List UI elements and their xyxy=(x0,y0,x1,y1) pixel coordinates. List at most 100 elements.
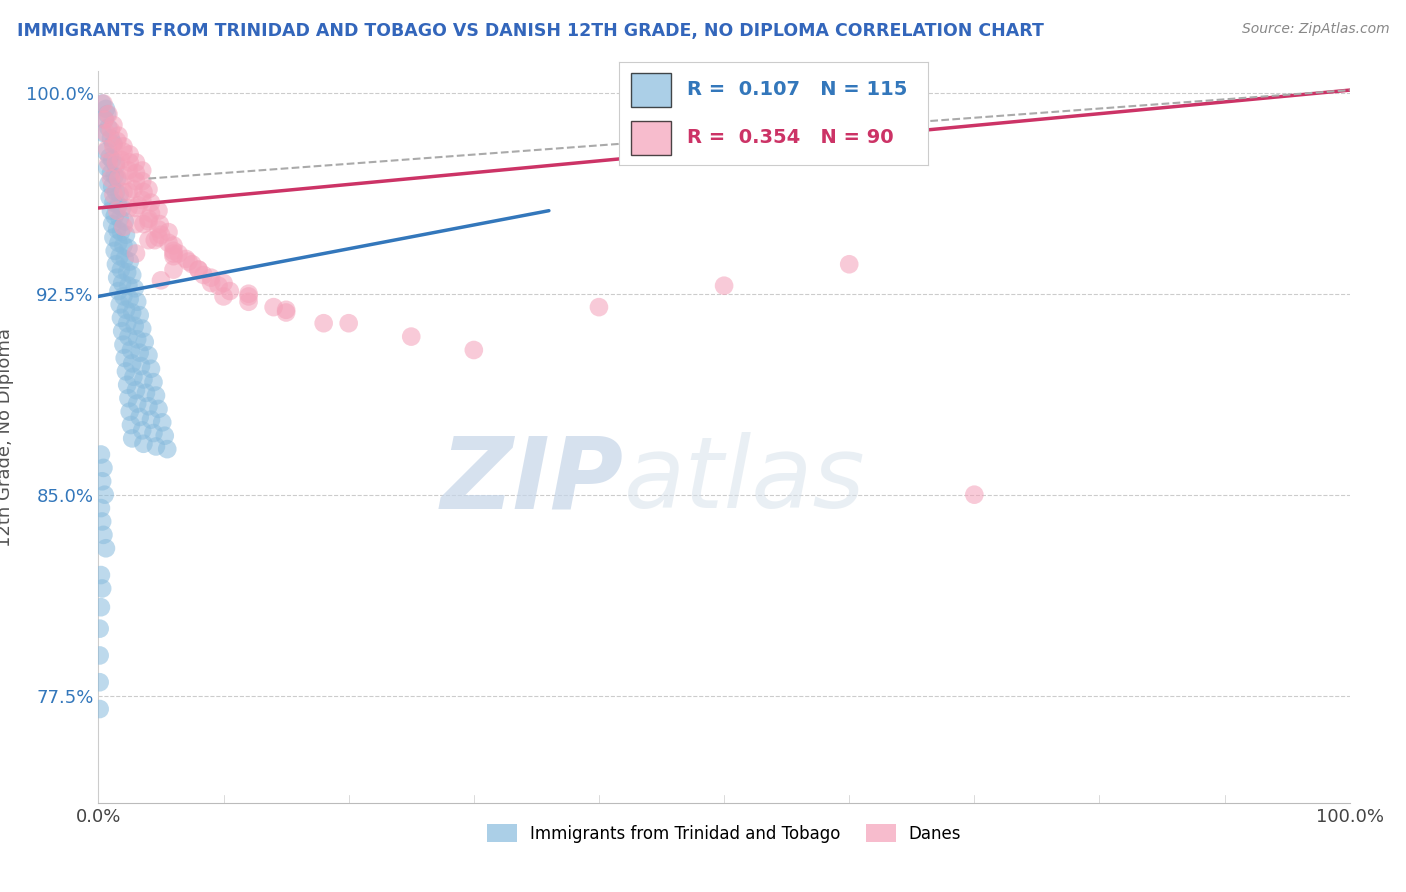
Point xyxy=(139,195,162,210)
Point xyxy=(103,118,125,132)
Point xyxy=(112,289,135,303)
Point xyxy=(238,289,260,303)
Point xyxy=(100,131,122,145)
Point xyxy=(114,169,136,183)
Y-axis label: 12th Grade, No Diploma: 12th Grade, No Diploma xyxy=(0,327,14,547)
Point xyxy=(93,488,115,502)
Point xyxy=(157,225,180,239)
Point xyxy=(97,107,120,121)
Point xyxy=(107,171,129,186)
Point xyxy=(167,246,190,260)
Point xyxy=(89,675,111,690)
Point xyxy=(143,233,166,247)
Point xyxy=(132,437,155,451)
Text: Source: ZipAtlas.com: Source: ZipAtlas.com xyxy=(1241,22,1389,37)
Point xyxy=(107,235,129,250)
Point xyxy=(131,321,153,335)
Point xyxy=(120,417,142,432)
Point xyxy=(94,541,117,556)
Point xyxy=(401,329,423,343)
Point xyxy=(96,142,118,156)
Point xyxy=(108,211,131,226)
Point xyxy=(93,126,115,140)
Point xyxy=(93,96,115,111)
Point xyxy=(103,187,125,202)
Point xyxy=(97,177,120,191)
Point xyxy=(187,262,209,277)
Point xyxy=(121,432,143,446)
Point xyxy=(588,300,610,314)
Point xyxy=(463,343,485,357)
Point xyxy=(107,128,129,143)
Point xyxy=(110,262,132,277)
Point xyxy=(90,600,112,615)
FancyBboxPatch shape xyxy=(631,121,671,155)
Point xyxy=(118,155,141,169)
Point xyxy=(115,377,138,392)
Point xyxy=(112,185,135,199)
Point xyxy=(121,268,143,282)
Point xyxy=(110,310,132,325)
Point xyxy=(100,171,122,186)
Point xyxy=(107,198,129,212)
Point xyxy=(118,147,141,161)
Point xyxy=(238,294,260,309)
Point xyxy=(90,568,112,582)
Point xyxy=(91,582,114,596)
Point xyxy=(121,356,143,370)
Point xyxy=(127,396,149,410)
Point xyxy=(90,501,112,516)
Point xyxy=(105,203,128,218)
Point xyxy=(145,388,167,402)
Point xyxy=(115,265,138,279)
Point xyxy=(131,163,153,178)
Point xyxy=(125,383,148,397)
Point xyxy=(104,209,127,223)
Point xyxy=(139,206,162,220)
Point xyxy=(138,182,160,196)
Point xyxy=(89,622,111,636)
Point xyxy=(108,249,131,263)
Point xyxy=(148,222,170,236)
Point xyxy=(105,171,128,186)
Point xyxy=(105,222,128,236)
Point xyxy=(134,334,156,349)
Point xyxy=(207,278,229,293)
Point xyxy=(200,276,222,290)
Point xyxy=(162,238,184,252)
Point xyxy=(117,201,139,215)
Point xyxy=(138,233,160,247)
Point xyxy=(128,409,150,424)
Point xyxy=(96,107,118,121)
Point xyxy=(104,257,127,271)
Point xyxy=(125,246,148,260)
Legend: Immigrants from Trinidad and Tobago, Danes: Immigrants from Trinidad and Tobago, Dan… xyxy=(481,818,967,849)
Text: R =  0.107   N = 115: R = 0.107 N = 115 xyxy=(686,80,907,99)
Point xyxy=(117,185,139,199)
Point xyxy=(263,300,285,314)
Point xyxy=(127,294,149,309)
Point xyxy=(274,305,298,319)
Point xyxy=(89,702,111,716)
Point xyxy=(114,351,136,365)
Point xyxy=(337,316,360,330)
Point xyxy=(103,139,125,153)
Point xyxy=(131,423,153,437)
Point xyxy=(108,297,131,311)
Text: ZIP: ZIP xyxy=(441,433,624,530)
Point xyxy=(142,425,165,440)
Point xyxy=(177,254,200,268)
Point xyxy=(118,404,141,418)
Point xyxy=(112,145,135,159)
Point xyxy=(111,276,134,290)
Point xyxy=(118,292,141,306)
Point xyxy=(117,329,139,343)
Point xyxy=(121,305,143,319)
Point xyxy=(97,155,120,169)
Point xyxy=(94,145,117,159)
Point xyxy=(238,286,260,301)
Point xyxy=(93,461,115,475)
Point xyxy=(153,428,176,442)
Point xyxy=(93,528,115,542)
Point xyxy=(101,153,124,167)
